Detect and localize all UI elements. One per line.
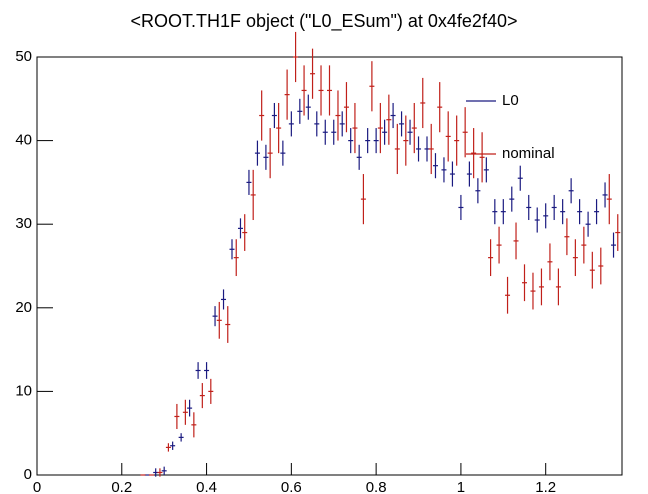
x-tick-label: 1.2 [535, 479, 556, 494]
x-tick-label: 1 [457, 479, 465, 494]
x-tick-label: 0.2 [111, 479, 132, 494]
x-tick-label: 0 [33, 479, 41, 494]
legend-label: nominal [502, 145, 555, 162]
y-tick-label: 30 [15, 215, 32, 232]
legend-label: L0 [502, 92, 519, 109]
y-tick-label: 20 [15, 299, 32, 316]
x-tick-label: 0.4 [196, 479, 217, 494]
x-tick-label: 0.8 [366, 479, 387, 494]
chart-title: <ROOT.TH1F object ("L0_ESum") at 0x4fe2f… [131, 11, 518, 32]
y-tick-label: 10 [15, 382, 32, 399]
y-tick-label: 50 [15, 48, 32, 65]
y-tick-label: 40 [15, 132, 32, 149]
x-tick-label: 0.6 [281, 479, 302, 494]
plot-frame [36, 56, 623, 476]
y-tick-label: 0 [24, 466, 32, 483]
